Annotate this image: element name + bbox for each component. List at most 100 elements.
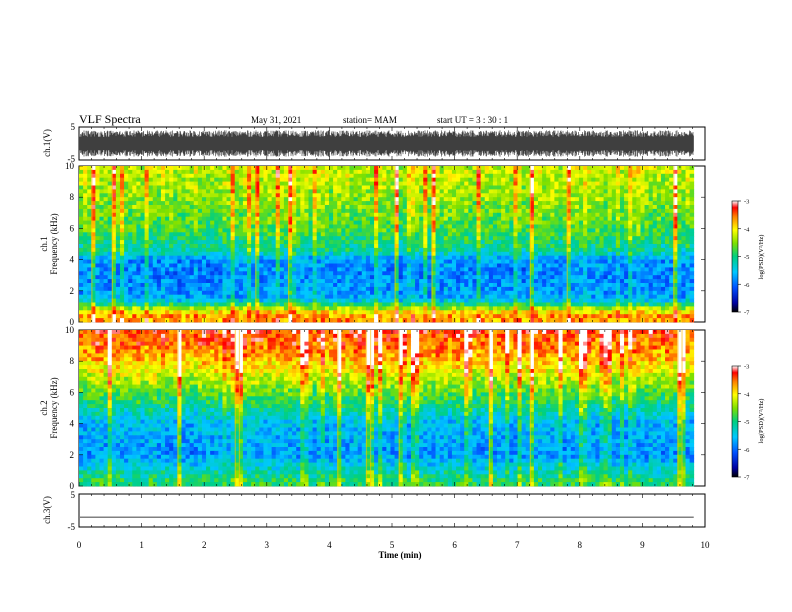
spectrogram-cell [648,283,654,288]
spectrogram-cell [558,201,563,206]
spectrogram-cell [218,236,223,241]
spectrogram-cell [316,271,322,276]
spectrogram-cell [324,193,330,198]
spectrogram-cell [365,244,371,249]
spectrogram-cell [242,193,248,198]
spectrogram-cell [353,173,359,179]
spectrogram-cell [247,283,252,288]
spectrogram-cell [472,212,477,218]
spectrogram-cell [288,181,293,186]
spectrogram-cell [591,212,596,218]
spectrogram-cell [550,185,555,190]
spectrogram-cell [160,271,166,276]
spectrogram-cell [406,224,412,229]
spectrogram-cell [583,224,588,229]
spectrogram-cell [542,166,547,171]
spectrogram-cell [394,267,400,272]
spectrogram-cell [525,240,531,245]
ch1-waveform-trace [79,130,694,157]
spectrogram-cell [144,247,150,253]
spectrogram-cell [181,166,186,171]
spectrogram-cell [165,240,170,245]
spectrogram-cell [451,244,457,249]
spectrogram-cell [611,236,617,241]
spectrogram-cell [99,267,104,272]
spectrogram-cell [214,212,219,218]
spectrogram-cell [472,232,477,237]
spectrogram-cell [238,271,244,276]
spectrogram-cell [398,193,404,198]
spectrogram-cell [234,236,240,241]
spectrogram-cell [472,240,477,245]
spectrogram-cell [144,232,150,237]
spectrogram-cell [431,177,436,182]
spectrogram-cell [578,193,584,198]
spectrogram-cell [316,259,322,264]
spectrogram-cell [538,283,543,288]
spectrogram-cell [222,224,227,229]
spectrogram-cell [677,263,682,268]
spectrogram-cell [382,166,387,171]
spectrogram-cell [574,275,580,280]
spectrogram-cell [644,193,650,198]
spectrogram-cell [300,283,305,288]
spectrogram-cell [316,232,322,237]
spectrogram-cell [513,240,518,245]
spectrogram-cell [492,286,498,292]
spectrogram-cell [640,181,645,186]
spectrogram-cell [677,275,682,280]
spectrogram-cell [525,275,531,280]
spectrogram-cell [214,251,219,257]
spectrogram-cell [558,185,563,190]
spectrogram-cell [681,271,686,276]
spectrogram-cell [689,181,695,186]
spectrogram-cell [583,228,588,233]
spectrogram-cell [689,166,695,171]
spectrogram-cell [374,177,379,182]
spectrogram-cell [345,197,350,202]
spectrogram-cell [95,279,100,284]
spectrogram-cell [312,240,318,245]
spectrogram-cell [529,286,535,292]
spectrogram-cell [247,259,252,264]
spectrogram-cell [398,290,404,296]
spectrogram-cell [111,240,117,245]
spectrogram-cell [324,166,330,171]
spectrogram-cell [611,267,617,272]
spectrogram-cell [648,177,654,182]
spectrogram-cell [587,201,592,206]
spectrogram-cell [288,173,293,179]
spectrogram-cell [156,177,162,182]
spectrogram-cell [152,267,158,272]
spectrogram-cell [435,286,441,292]
spectrogram-cell [365,173,371,179]
spectrogram-cell [566,197,572,202]
spectrogram-cell [222,166,227,171]
spectrogram-cell [247,181,252,186]
spectrogram-cell [271,212,277,218]
spectrogram-cell [447,228,453,233]
spectrogram-cell [480,220,486,225]
spectrogram-cell [439,240,445,245]
spectrogram-cell [640,228,645,233]
spectrogram-cell [255,220,260,225]
spectrogram-cell [497,286,502,292]
spectrogram-cell [91,173,96,179]
spectrogram-cell [587,208,592,214]
spectrogram-cell [468,220,473,225]
spectrogram-cell [406,173,412,179]
spectrogram-cell [304,181,309,186]
spectrogram-cell [251,201,256,206]
start-time-label: start UT = 3 : 30 : 1 [437,115,509,125]
spectrogram-cell [386,290,391,296]
spectrogram-cell [451,173,457,179]
spectrogram-cell [505,275,510,280]
spectrogram-cell [538,216,543,221]
spectrogram-cell [247,279,252,284]
spectrogram-cell [628,173,633,179]
spectrogram-cell [603,247,609,253]
spectrogram-cell [468,283,473,288]
spectrogram-cell [230,177,236,182]
spectrogram-cell [566,220,572,225]
spectrogram-cell [599,271,604,276]
